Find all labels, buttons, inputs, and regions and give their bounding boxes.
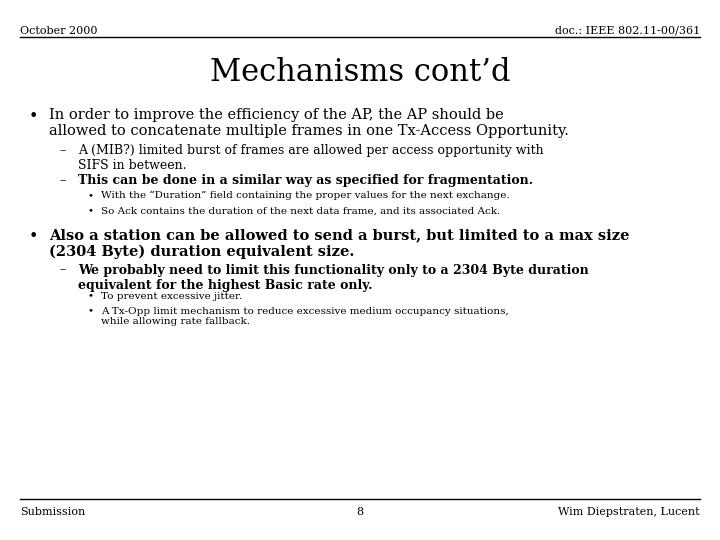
- Text: •: •: [29, 228, 38, 245]
- Text: doc.: IEEE 802.11-00/361: doc.: IEEE 802.11-00/361: [554, 26, 700, 36]
- Text: Mechanisms cont’d: Mechanisms cont’d: [210, 57, 510, 87]
- Text: A (MIB?) limited burst of frames are allowed per access opportunity with
SIFS in: A (MIB?) limited burst of frames are all…: [78, 144, 544, 172]
- Text: In order to improve the efficiency of the AP, the AP should be
allowed to concat: In order to improve the efficiency of th…: [49, 108, 569, 138]
- Text: Also a station can be allowed to send a burst, but limited to a max size
(2304 B: Also a station can be allowed to send a …: [49, 228, 629, 259]
- Text: –: –: [59, 144, 66, 157]
- Text: •: •: [88, 307, 94, 316]
- Text: With the “Duration” field containing the proper values for the next exchange.: With the “Duration” field containing the…: [101, 191, 510, 200]
- Text: Wim Diepstraten, Lucent: Wim Diepstraten, Lucent: [558, 507, 700, 517]
- Text: •: •: [88, 191, 94, 200]
- Text: A Tx-Opp limit mechanism to reduce excessive medium occupancy situations,
while : A Tx-Opp limit mechanism to reduce exces…: [101, 307, 508, 326]
- Text: To prevent excessive jitter.: To prevent excessive jitter.: [101, 292, 242, 301]
- Text: •: •: [88, 292, 94, 301]
- Text: –: –: [59, 174, 66, 187]
- Text: 8: 8: [356, 507, 364, 517]
- Text: •: •: [88, 206, 94, 215]
- Text: Submission: Submission: [20, 507, 86, 517]
- Text: •: •: [29, 108, 38, 125]
- Text: We probably need to limit this functionality only to a 2304 Byte duration
equiva: We probably need to limit this functiona…: [78, 264, 588, 292]
- Text: This can be done in a similar way as specified for fragmentation.: This can be done in a similar way as spe…: [78, 174, 533, 187]
- Text: So Ack contains the duration of the next data frame, and its associated Ack.: So Ack contains the duration of the next…: [101, 206, 500, 215]
- Text: –: –: [59, 264, 66, 276]
- Text: October 2000: October 2000: [20, 26, 98, 36]
